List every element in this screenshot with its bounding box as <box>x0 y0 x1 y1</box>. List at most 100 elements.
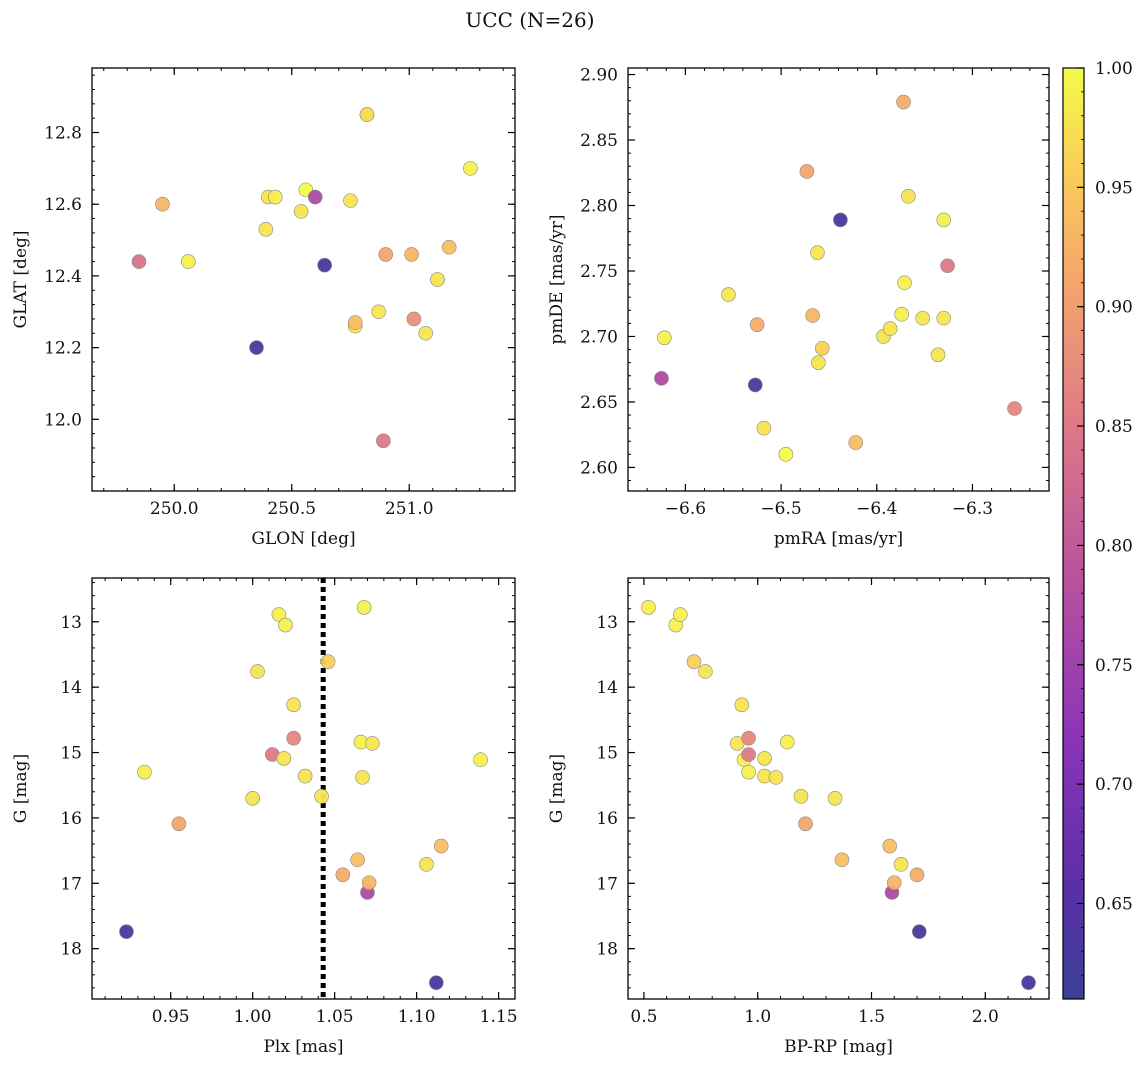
scatter-point <box>347 315 363 330</box>
colorbar-gradient <box>1062 67 1085 1000</box>
scatter-point <box>359 107 375 122</box>
y-tick-label: 16 <box>596 809 618 829</box>
x-tick-label: −6.5 <box>760 499 801 519</box>
scatter-point <box>137 764 152 780</box>
scatter-point <box>258 222 274 237</box>
y-tick-label: 14 <box>596 678 618 698</box>
scatter-point <box>406 311 422 327</box>
y-tick-label: 17 <box>596 874 618 894</box>
x-tick-label: −6.4 <box>856 499 897 519</box>
y-tick-label: 12.2 <box>44 339 82 359</box>
scatter-point <box>848 435 864 450</box>
panel-3: 0.95 1.00 1.05 1.10 1.15 13 14 15 16 17 18 Plx [mas… <box>11 577 518 1057</box>
x-tick-label: 1.5 <box>858 1007 885 1027</box>
scatter-point <box>463 161 478 176</box>
scatter-point <box>433 838 449 854</box>
scatter-point <box>793 789 809 804</box>
y-axis-label: G [mag] <box>11 754 31 823</box>
x-tick-label: 2.0 <box>972 1007 999 1027</box>
colorbar-tick-label: 0.90 <box>1095 298 1133 318</box>
axes-frame <box>91 67 516 492</box>
scatter-point <box>320 654 336 669</box>
panel-4: 0.5 1.0 1.5 2.0 13 14 15 16 17 18 BP-RP [mag] G [ma… <box>547 577 1050 1057</box>
scatter-point <box>355 770 370 785</box>
scatter-point <box>827 791 843 806</box>
scatter-point <box>1007 401 1022 416</box>
scatter-point <box>404 247 419 262</box>
scatter-point <box>757 751 772 766</box>
scatter-point <box>441 239 457 255</box>
scatter-point <box>936 212 952 228</box>
scatter-point <box>779 734 795 750</box>
scatter-point <box>936 310 952 326</box>
scatter-point <box>131 254 147 269</box>
y-tick-label: 2.65 <box>580 393 618 413</box>
scatter-point <box>882 838 898 854</box>
scatter-point <box>317 257 332 273</box>
scatter-point <box>473 752 488 768</box>
y-tick-label: 15 <box>60 744 82 764</box>
axes-frame <box>91 577 516 1000</box>
x-tick-label: 1.10 <box>398 1007 436 1027</box>
scatter-point <box>915 310 931 326</box>
scatter-point <box>741 747 756 762</box>
scatter-point <box>430 272 445 287</box>
scatter-point <box>940 258 955 274</box>
scatter-point <box>756 420 772 436</box>
y-tick-label: 2.85 <box>580 131 618 151</box>
y-tick-label: 12.6 <box>44 195 82 215</box>
colorbar-tick-label: 0.75 <box>1095 656 1133 676</box>
x-tick-label: 1.05 <box>316 1007 354 1027</box>
scatter-point <box>882 321 898 336</box>
x-tick-label: 1.00 <box>234 1007 272 1027</box>
scatter-point <box>814 340 830 356</box>
scatter-point <box>657 330 672 346</box>
x-tick-label: 0.5 <box>630 1007 657 1027</box>
y-tick-label: 2.80 <box>580 197 618 217</box>
scatter-point <box>901 189 916 204</box>
x-tick-label: 1.15 <box>480 1007 518 1027</box>
y-tick-label: 12.0 <box>44 410 82 430</box>
scatter-point <box>371 304 387 320</box>
y-axis-label: pmDE [mas/yr] <box>547 214 567 344</box>
panel-1: 250.0 250.5 251.0 12.0 12.2 12.4 12.6 12.8 GLON … <box>11 67 516 549</box>
colorbar: 1.00 0.95 0.90 0.85 0.80 0.75 0.70 0.65 <box>1062 59 1133 1000</box>
scatter-point <box>734 697 750 713</box>
colorbar-tick-label: 0.80 <box>1095 536 1133 556</box>
scatter-point <box>799 164 815 179</box>
scatter-point <box>721 287 736 302</box>
scatter-point <box>356 600 372 615</box>
axes-frame <box>627 577 1050 1000</box>
y-tick-label: 2.75 <box>580 262 618 282</box>
scatter-point <box>278 617 293 633</box>
y-tick-label: 2.60 <box>580 458 618 478</box>
scatter-point <box>307 189 323 205</box>
scatter-point <box>335 867 351 883</box>
scatter-point <box>897 275 912 291</box>
x-tick-label: 0.95 <box>152 1007 190 1027</box>
scatter-point <box>286 697 301 713</box>
scatter-panels: 250.0 250.5 251.0 12.0 12.2 12.4 12.6 12.8 GLON … <box>11 66 1050 1057</box>
scatter-point <box>376 433 391 449</box>
scatter-point <box>833 212 848 228</box>
x-axis-label: pmRA [mas/yr] <box>774 529 903 549</box>
scatter-point <box>293 204 309 219</box>
x-axis-label: Plx [mas] <box>263 1037 343 1057</box>
scatter-point <box>686 654 702 669</box>
x-tick-label: 250.0 <box>150 499 199 519</box>
scatter-point <box>297 768 313 784</box>
colorbar-tick-label: 0.85 <box>1095 417 1133 437</box>
scatter-point <box>930 347 946 363</box>
y-tick-label: 15 <box>596 744 618 764</box>
scatter-point <box>276 751 292 766</box>
scatter-point <box>886 875 902 890</box>
x-tick-label: 1.0 <box>744 1007 771 1027</box>
scatter-point <box>673 607 688 622</box>
scatter-point <box>419 857 434 872</box>
scatter-point <box>810 245 825 260</box>
scatter-point <box>911 924 927 939</box>
scatter-point <box>909 867 925 883</box>
points <box>131 107 478 449</box>
scatter-point <box>418 325 434 341</box>
